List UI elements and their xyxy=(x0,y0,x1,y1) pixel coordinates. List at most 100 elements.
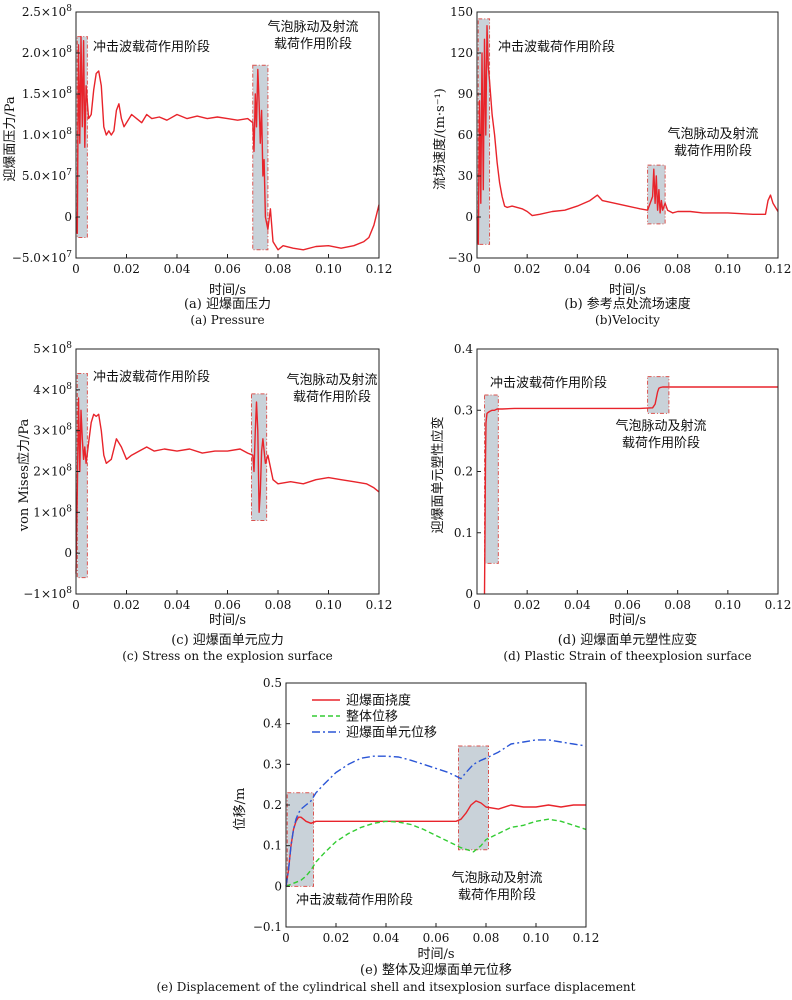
stage-annotation-2: 气泡脉动及射流 xyxy=(267,19,358,35)
highlight-region-2 xyxy=(647,376,670,414)
y-tick-label: 5×108 xyxy=(33,341,72,356)
x-tick-label: 0.12 xyxy=(765,598,792,612)
x-tick-label: 0.02 xyxy=(113,598,140,612)
y-tick-label: 2×108 xyxy=(33,464,72,479)
y-tick-label: 1×108 xyxy=(33,504,72,519)
x-tick-label: 0 xyxy=(473,262,481,276)
y-tick-label: 0.4 xyxy=(263,717,282,731)
x-tick-label: 0.06 xyxy=(614,262,641,276)
y-tick-label: 0.2 xyxy=(454,465,473,479)
x-axis-title: 时间/s xyxy=(417,947,454,962)
y-tick-label: 0.4 xyxy=(454,342,473,356)
y-tick-label: −1×108 xyxy=(23,586,72,601)
chart-panel-e: 0 0.02 0.04 0.06 0.08 0.10 0.12−0.100.10.20.30… xyxy=(157,676,636,994)
y-tick-label: 0.5 xyxy=(263,676,282,690)
x-axis-title: 时间/s xyxy=(209,613,246,628)
y-tick-label: 0 xyxy=(64,546,72,560)
x-tick-label: 0 xyxy=(72,598,80,612)
highlight-region-2 xyxy=(252,64,269,251)
x-tick-label: 0.12 xyxy=(366,262,393,276)
x-tick-label: 0.12 xyxy=(366,598,393,612)
y-tick-label: 0.3 xyxy=(454,403,473,417)
y-tick-label: 0 xyxy=(64,210,72,224)
y-tick-label: 1.0×108 xyxy=(22,127,72,142)
x-tick-label: 0.10 xyxy=(714,262,741,276)
y-tick-label: 0.1 xyxy=(263,839,282,853)
y-tick-label: 90 xyxy=(458,87,473,101)
y-tick-label: 0 xyxy=(274,879,282,893)
series-line-1 xyxy=(285,800,586,887)
x-tick-label: 0.08 xyxy=(664,598,691,612)
series-line-3 xyxy=(285,739,587,887)
x-tick-label: 0.06 xyxy=(423,931,450,945)
stage-annotation-2: 载荷作用阶段 xyxy=(293,390,371,405)
y-tick-label: 5.0×107 xyxy=(22,168,72,183)
y-tick-label: 2.5×108 xyxy=(22,4,72,19)
stage-annotation-1: 冲击波载荷作用阶段 xyxy=(296,893,413,908)
y-tick-label: 0 xyxy=(465,210,473,224)
x-tick-label: 0.04 xyxy=(164,262,191,276)
highlight-region-1 xyxy=(484,394,499,564)
x-tick-label: 0.06 xyxy=(214,262,241,276)
y-tick-label: 0.3 xyxy=(263,757,282,771)
series-line-1 xyxy=(476,25,779,246)
x-tick-label: 0.08 xyxy=(265,598,292,612)
x-tick-label: 0.04 xyxy=(564,262,591,276)
stage-annotation-2: 载荷作用阶段 xyxy=(274,37,352,52)
caption-cn: (c) 迎爆面单元应力 xyxy=(171,632,284,648)
y-tick-label: 1.5×108 xyxy=(22,86,72,101)
caption-en: (d) Plastic Strain of theexplosion surfa… xyxy=(503,649,751,663)
stage-annotation-2: 气泡脉动及射流 xyxy=(615,418,706,434)
x-tick-label: 0.12 xyxy=(765,262,792,276)
highlight-region-2 xyxy=(458,745,489,851)
x-tick-label: 0 xyxy=(473,598,481,612)
chart-panel-d: 0 0.02 0.04 0.06 0.08 0.10 0.12 0 0.1 0.2 0.3 0.4 时间… xyxy=(430,342,791,663)
y-tick-label: 150 xyxy=(450,5,473,19)
x-tick-label: 0.12 xyxy=(573,931,600,945)
y-axis-title: 迎爆面单元塑性应变 xyxy=(430,416,446,533)
x-tick-label: 0 xyxy=(72,262,80,276)
x-tick-label: 0.10 xyxy=(714,598,741,612)
y-tick-label: 120 xyxy=(450,46,473,60)
chart-panel-c: 0 0.02 0.04 0.06 0.08 0.10 0.12−1×10801×1082×1… xyxy=(16,341,392,663)
x-tick-label: 0.02 xyxy=(113,262,140,276)
x-axis-title: 时间/s xyxy=(209,283,246,298)
x-tick-label: 0.02 xyxy=(514,598,541,612)
x-tick-label: 0.06 xyxy=(214,598,241,612)
x-tick-label: 0.04 xyxy=(373,931,400,945)
x-tick-label: 0 xyxy=(282,931,290,945)
y-tick-label: 3×108 xyxy=(33,423,72,438)
series-line-1 xyxy=(75,397,380,574)
stage-annotation-2: 载荷作用阶段 xyxy=(674,144,752,159)
x-tick-label: 0.06 xyxy=(614,598,641,612)
y-tick-label: −30 xyxy=(448,251,473,265)
stage-annotation-2: 载荷作用阶段 xyxy=(622,436,700,451)
series-line-1 xyxy=(483,386,778,595)
x-tick-label: 0.10 xyxy=(523,931,550,945)
y-tick-label: 60 xyxy=(458,128,473,142)
y-axis-title: von Mises应力/Pa xyxy=(16,419,32,533)
x-tick-label: 0.08 xyxy=(265,262,292,276)
x-tick-label: 0.02 xyxy=(323,931,350,945)
caption-cn: (a) 迎爆面压力 xyxy=(184,297,271,312)
x-axis-title: 时间/s xyxy=(609,283,646,298)
x-tick-label: 0.10 xyxy=(315,598,342,612)
x-tick-label: 0.04 xyxy=(164,598,191,612)
stage-annotation-2: 载荷作用阶段 xyxy=(458,888,536,903)
y-tick-label: 0.2 xyxy=(263,798,282,812)
x-tick-label: 0.08 xyxy=(473,931,500,945)
caption-en: (a) Pressure xyxy=(190,313,264,327)
highlight-region-1 xyxy=(286,792,314,887)
legend-entry-2: 整体位移 xyxy=(346,710,398,725)
caption-en: (c) Stress on the explosion surface xyxy=(122,649,333,663)
y-axis-title: 位移/m xyxy=(233,788,248,831)
stage-annotation-1: 冲击波载荷作用阶段 xyxy=(93,370,210,385)
caption-en: (e) Displacement of the cylindrical shel… xyxy=(157,980,636,994)
legend-entry-3: 迎爆面单元位移 xyxy=(346,726,437,741)
x-axis-title: 时间/s xyxy=(609,613,646,628)
stage-annotation-2: 气泡脉动及射流 xyxy=(451,870,542,886)
x-tick-label: 0.08 xyxy=(664,262,691,276)
x-tick-label: 0.04 xyxy=(564,598,591,612)
stage-annotation-1: 冲击波载荷作用阶段 xyxy=(490,376,607,391)
